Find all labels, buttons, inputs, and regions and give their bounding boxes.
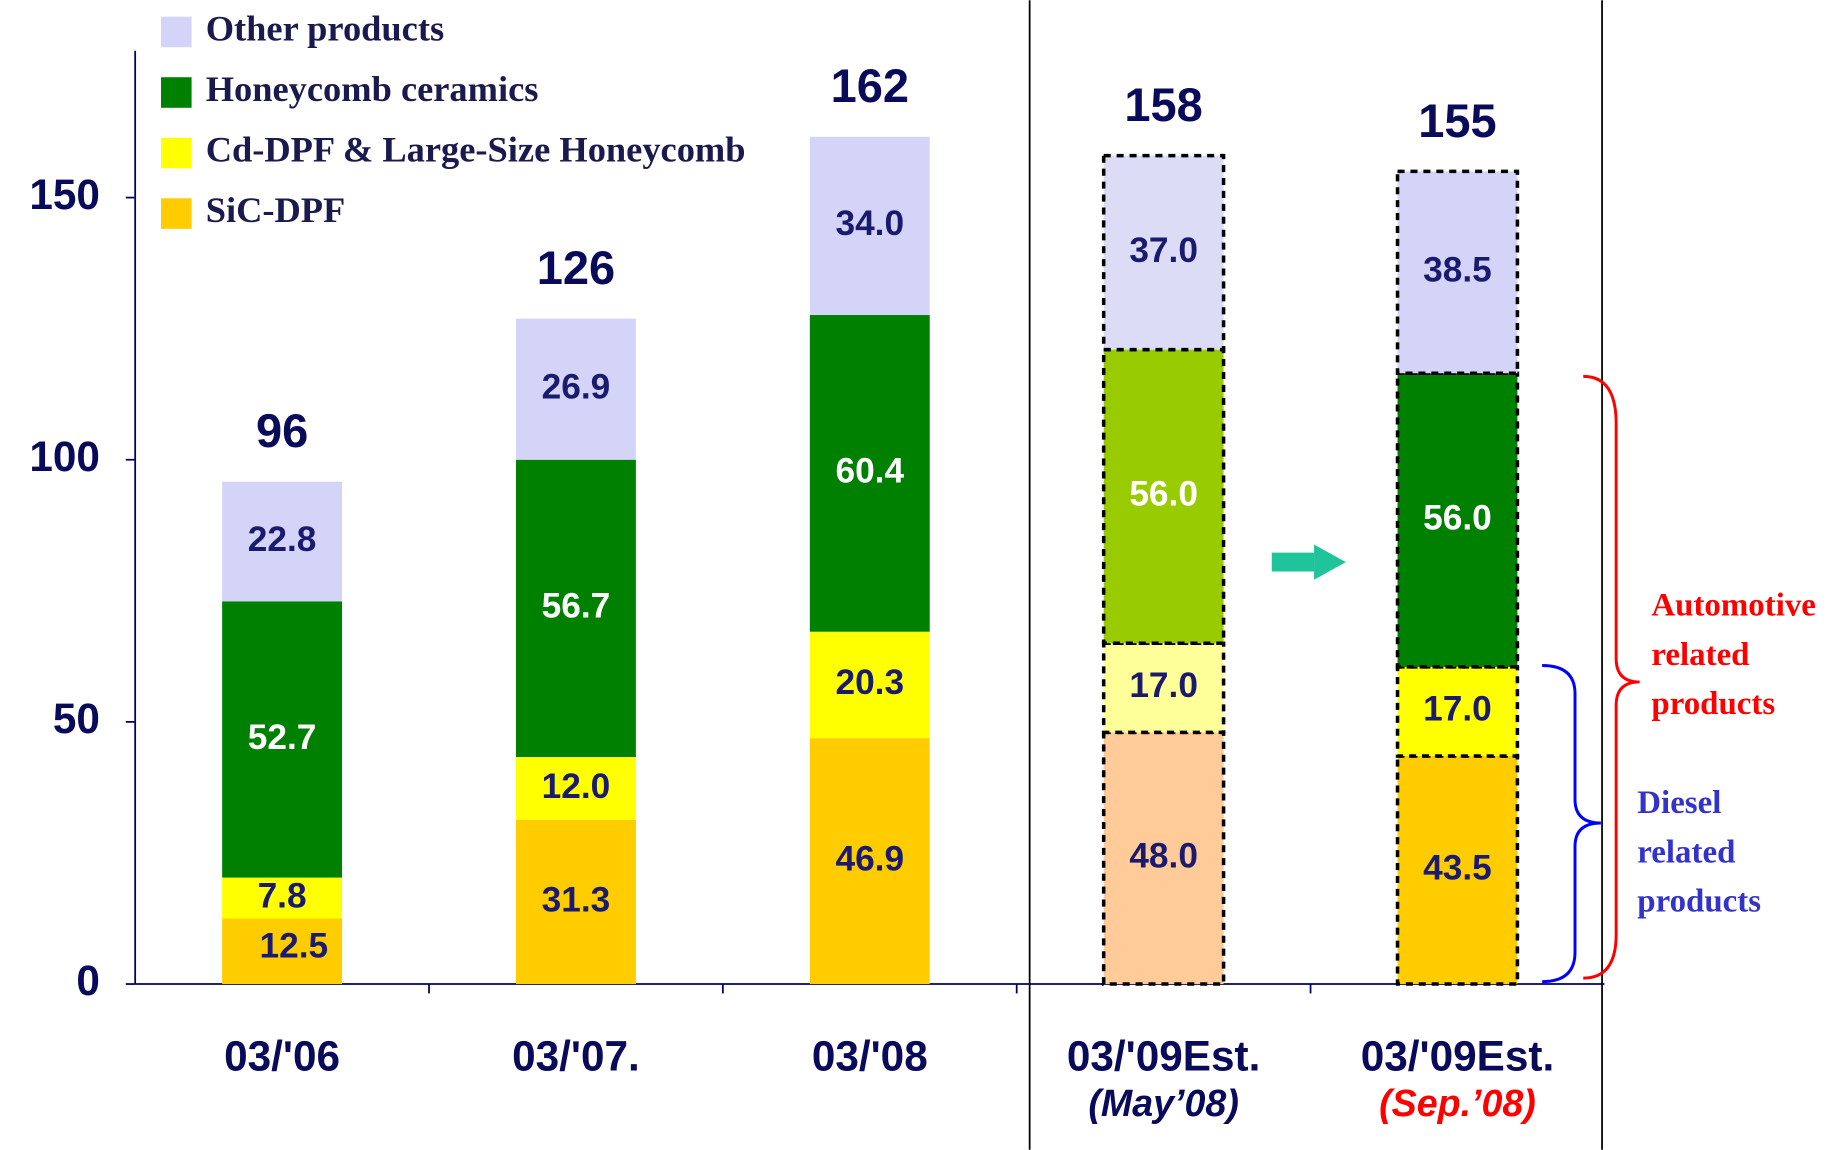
x-tick-label: 03/'06 xyxy=(224,1032,340,1079)
bar-segment xyxy=(809,315,930,632)
value-label: 17.0 xyxy=(1423,690,1492,729)
bar-segment xyxy=(809,136,930,316)
bar-segment xyxy=(809,738,930,985)
y-tick-label: 50 xyxy=(53,695,100,742)
value-label: 22.8 xyxy=(248,520,317,559)
y-tick-label: 150 xyxy=(29,171,100,218)
legend-swatch xyxy=(161,198,192,229)
y-tick-label: 100 xyxy=(29,433,100,480)
brace xyxy=(1583,374,1640,980)
bar-segment xyxy=(515,819,636,985)
value-label: 37.0 xyxy=(1129,231,1198,270)
total-label: 162 xyxy=(831,59,909,112)
arrow xyxy=(1271,544,1346,580)
legend-swatch xyxy=(161,16,192,48)
legend-label: SiC-DPF xyxy=(206,190,346,230)
value-label: 60.4 xyxy=(835,452,904,491)
annotation: related xyxy=(1651,637,1749,673)
y-tick-label: 0 xyxy=(76,957,100,1004)
value-label: 12.5 xyxy=(260,926,329,965)
value-label: 43.5 xyxy=(1423,848,1492,887)
legend-label: Other products xyxy=(206,8,444,48)
value-label: 20.3 xyxy=(835,663,904,702)
bar-segment xyxy=(222,601,343,878)
bar-segment xyxy=(515,459,636,758)
bar-segment xyxy=(1101,347,1226,646)
bar-segment xyxy=(1395,371,1520,669)
value-label: 17.0 xyxy=(1129,666,1198,705)
total-label: 96 xyxy=(256,404,308,457)
value-label: 48.0 xyxy=(1129,837,1198,876)
x-tick-label: 03/'09Est. xyxy=(1067,1032,1260,1079)
annotation: products xyxy=(1637,884,1761,920)
value-label: 56.0 xyxy=(1129,475,1198,514)
value-label: 31.3 xyxy=(542,880,611,919)
bar-segment xyxy=(515,757,636,820)
x-tick-sublabel: (Sep.’08) xyxy=(1379,1082,1536,1124)
annotation: products xyxy=(1651,686,1775,722)
value-label: 56.7 xyxy=(542,587,611,626)
bar-segment xyxy=(1101,730,1226,986)
brace xyxy=(1542,664,1601,984)
value-label: 46.9 xyxy=(835,839,904,878)
bar-segment xyxy=(515,318,636,460)
legend-label: Cd-DPF & Large-Size Honeycomb xyxy=(206,129,746,169)
annotation: Automotive xyxy=(1651,587,1816,623)
value-label: 12.0 xyxy=(542,767,611,806)
value-label: 52.7 xyxy=(248,718,317,757)
value-label: 26.9 xyxy=(542,368,611,407)
value-label: 34.0 xyxy=(835,204,904,243)
bar-segment xyxy=(1395,665,1520,758)
bar-segment xyxy=(1101,641,1226,735)
value-label: 7.8 xyxy=(258,876,307,915)
bar-segment xyxy=(222,918,343,985)
legend-swatch xyxy=(161,77,192,108)
total-label: 126 xyxy=(537,241,615,294)
value-label: 38.5 xyxy=(1423,251,1492,290)
x-tick-sublabel: (May’08) xyxy=(1088,1082,1239,1124)
x-tick-label: 03/'07. xyxy=(512,1032,640,1079)
value-label: 56.0 xyxy=(1423,498,1492,537)
legend-label: Honeycomb ceramics xyxy=(206,69,539,109)
bar-segment xyxy=(222,481,343,602)
annotation: Diesel xyxy=(1637,785,1721,821)
bar-segment xyxy=(1395,754,1520,986)
bar-segment xyxy=(222,877,343,919)
bar-segment xyxy=(1101,153,1226,352)
total-label: 158 xyxy=(1124,78,1202,131)
x-tick-label: 03/'08 xyxy=(812,1032,928,1079)
annotation: related xyxy=(1637,834,1735,870)
x-tick-label: 03/'09Est. xyxy=(1361,1032,1554,1079)
bar-segment xyxy=(1395,169,1520,375)
arrow xyxy=(1271,552,1315,572)
bar-segment xyxy=(809,631,930,739)
legend-swatch xyxy=(161,137,192,169)
total-label: 155 xyxy=(1418,94,1496,147)
